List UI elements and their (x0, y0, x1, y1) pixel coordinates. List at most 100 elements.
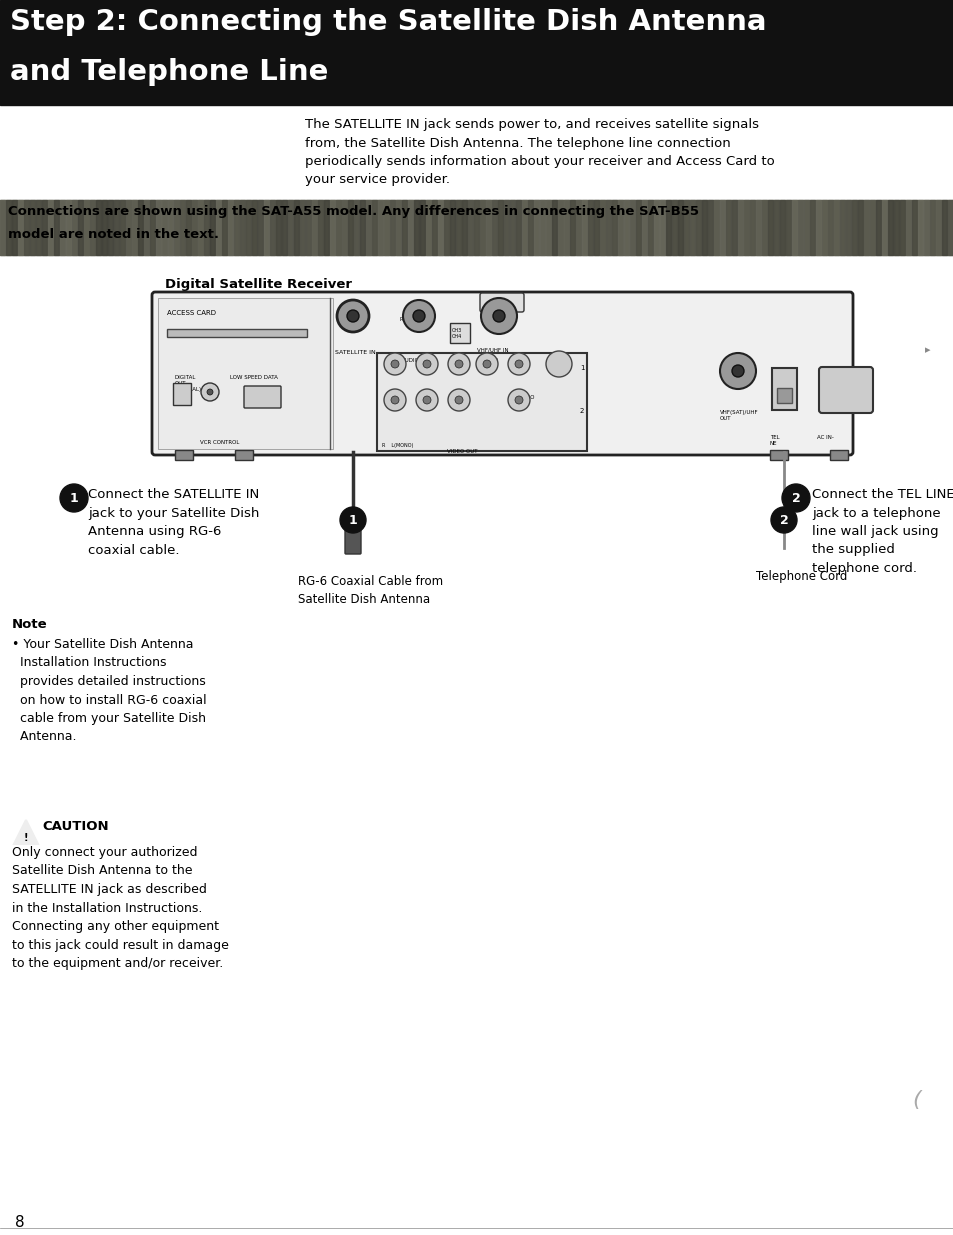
Bar (761, 200, 766, 254)
Bar (911, 200, 916, 254)
Bar (102, 200, 107, 254)
Bar (173, 200, 179, 254)
Bar (414, 200, 418, 254)
Bar (240, 200, 245, 254)
Bar (450, 324, 470, 343)
Bar (30, 200, 35, 254)
Circle shape (384, 389, 406, 411)
Bar (12, 200, 17, 254)
Bar (376, 353, 586, 451)
Bar (929, 200, 934, 254)
Bar (576, 200, 580, 254)
Circle shape (515, 396, 522, 404)
Bar (348, 200, 353, 254)
Circle shape (507, 389, 530, 411)
Circle shape (422, 396, 431, 404)
Text: (: ( (911, 1091, 920, 1110)
Bar (587, 200, 593, 254)
Text: VIDEO: VIDEO (481, 358, 498, 363)
Bar (701, 200, 706, 254)
Bar (252, 200, 256, 254)
Text: RF REMOTE: RF REMOTE (399, 317, 431, 322)
Bar (419, 200, 424, 254)
Bar (785, 200, 790, 254)
Bar (689, 200, 695, 254)
Bar (126, 200, 131, 254)
Text: model are noted in the text.: model are noted in the text. (8, 228, 219, 241)
Circle shape (720, 353, 755, 389)
Text: AC IN-: AC IN- (816, 435, 833, 440)
Text: 2: 2 (779, 514, 787, 526)
Bar (132, 200, 137, 254)
Bar (713, 200, 719, 254)
Circle shape (416, 353, 437, 375)
Bar (288, 200, 293, 254)
Text: SATELLITE IN: SATELLITE IN (335, 350, 375, 354)
FancyBboxPatch shape (152, 291, 852, 454)
Text: VIDEO OUT: VIDEO OUT (447, 450, 477, 454)
Text: VHF/UHF IN: VHF/UHF IN (476, 347, 508, 352)
Bar (299, 200, 305, 254)
Bar (264, 200, 269, 254)
Bar (696, 200, 700, 254)
Bar (821, 200, 826, 254)
Bar (720, 200, 724, 254)
Circle shape (413, 310, 424, 322)
Bar (893, 200, 898, 254)
Bar (803, 200, 808, 254)
Bar (731, 200, 737, 254)
Bar (144, 200, 149, 254)
Bar (372, 200, 376, 254)
Bar (450, 200, 455, 254)
Bar (875, 200, 880, 254)
Text: The SATELLITE IN jack sends power to, and receives satellite signals
from, the S: The SATELLITE IN jack sends power to, an… (305, 119, 774, 186)
Text: ▸: ▸ (924, 345, 929, 354)
Bar (395, 200, 400, 254)
Bar (558, 200, 562, 254)
Bar (647, 200, 652, 254)
Circle shape (402, 300, 435, 332)
Circle shape (781, 484, 809, 513)
Bar (335, 200, 340, 254)
Text: 1: 1 (70, 492, 78, 505)
Bar (0, 200, 953, 254)
Bar (618, 200, 622, 254)
Circle shape (339, 508, 366, 534)
Bar (36, 200, 41, 254)
Text: Connections are shown using the SAT-A55 model. Any differences in connecting the: Connections are shown using the SAT-A55 … (8, 205, 699, 219)
Bar (773, 200, 779, 254)
Bar (749, 200, 754, 254)
Bar (167, 329, 307, 337)
Circle shape (770, 508, 796, 534)
Bar (636, 200, 640, 254)
Bar (172, 383, 191, 405)
FancyBboxPatch shape (818, 367, 872, 412)
Bar (198, 200, 203, 254)
Bar (366, 200, 371, 254)
Bar (330, 200, 335, 254)
Bar (797, 200, 802, 254)
Bar (408, 200, 413, 254)
Bar (432, 200, 436, 254)
Bar (359, 200, 365, 254)
Bar (437, 200, 442, 254)
Text: Connect the TEL LINE
jack to a telephone
line wall jack using
the supplied
telep: Connect the TEL LINE jack to a telephone… (811, 488, 953, 576)
Circle shape (507, 353, 530, 375)
Bar (776, 388, 791, 403)
Bar (882, 200, 886, 254)
Bar (755, 200, 760, 254)
Bar (743, 200, 748, 254)
Bar (665, 200, 670, 254)
Polygon shape (14, 820, 38, 844)
Bar (354, 200, 358, 254)
Bar (809, 200, 814, 254)
Bar (222, 200, 227, 254)
Bar (233, 200, 239, 254)
Bar (282, 200, 287, 254)
Bar (869, 200, 874, 254)
FancyBboxPatch shape (345, 530, 360, 555)
Bar (390, 200, 395, 254)
Bar (294, 200, 298, 254)
Bar (516, 200, 520, 254)
Bar (90, 200, 95, 254)
